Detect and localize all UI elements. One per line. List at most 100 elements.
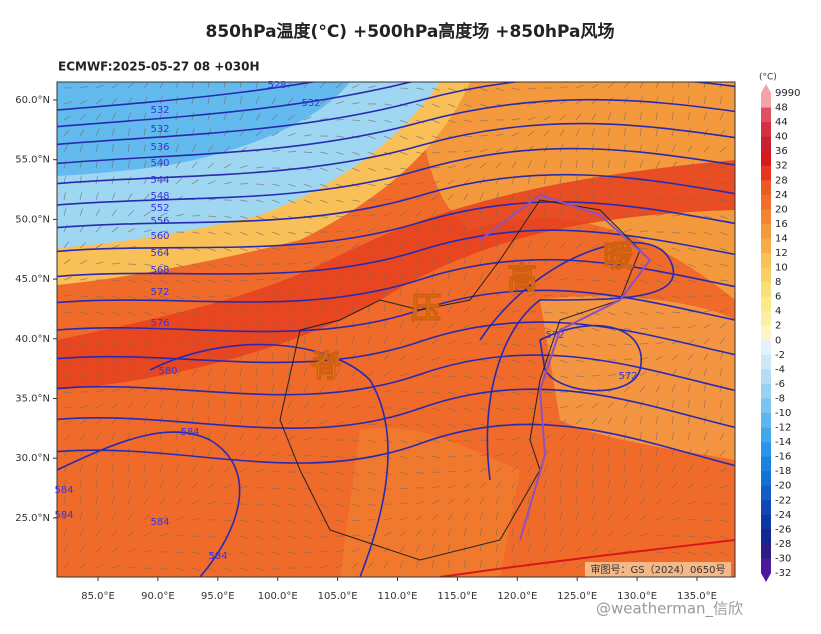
contour-label: 556 xyxy=(150,216,169,227)
lat-label: 55.0°N xyxy=(15,155,50,166)
colorbar-label: 40 xyxy=(775,132,788,143)
colorbar-cell xyxy=(761,340,771,355)
colorbar-label: 12 xyxy=(775,248,788,259)
colorbar-cell xyxy=(761,122,771,137)
colorbar-label: -8 xyxy=(775,393,785,404)
title: 850hPa温度(°C) +500hPa高度场 +850hPa风场 xyxy=(205,21,614,42)
contour-label: 528 xyxy=(267,80,286,91)
contour-label: 576 xyxy=(150,318,169,329)
contour-label: 532 xyxy=(150,124,169,135)
contour-label: 580 xyxy=(158,366,177,377)
colorbar-cell xyxy=(761,166,771,181)
wind-barb xyxy=(416,392,424,393)
contour-label: 532 xyxy=(301,98,320,109)
wind-barb xyxy=(256,279,264,280)
colorbar-cell xyxy=(761,180,771,195)
colorbar-cell xyxy=(761,457,771,472)
wind-barb xyxy=(288,151,296,152)
subtitle: ECMWF:2025-05-27 08 +030H xyxy=(58,60,259,74)
contour-label: 544 xyxy=(150,175,169,186)
contour-label: 572 xyxy=(150,287,169,298)
contour-label: 584 xyxy=(150,517,169,528)
colorbar-label: 8 xyxy=(775,277,781,288)
colorbar-label: 10 xyxy=(775,263,788,274)
colorbar-label: -28 xyxy=(775,539,791,550)
colorbar-label: 2 xyxy=(775,321,781,332)
colorbar-cell xyxy=(761,442,771,457)
colorbar-cell xyxy=(761,544,771,559)
region-annotation: 暖 xyxy=(603,240,634,275)
contour-label: 552 xyxy=(150,203,169,214)
colorbar-label: 6 xyxy=(775,292,781,303)
colorbar-label: -18 xyxy=(775,466,791,477)
colorbar-label: 32 xyxy=(775,161,788,172)
region-annotation: 脊 xyxy=(310,350,342,385)
contour-label: 532 xyxy=(150,105,169,116)
lat-label: 40.0°N xyxy=(15,334,50,345)
wind-barb xyxy=(80,296,88,297)
colorbar-label: 9990 xyxy=(775,88,800,99)
contour-label: 572 xyxy=(545,330,564,341)
lon-label: 130.0°E xyxy=(617,591,657,602)
colorbar-cell xyxy=(761,297,771,312)
colorbar-label: 20 xyxy=(775,204,788,215)
lon-label: 105.0°E xyxy=(318,591,358,602)
colorbar-label: 48 xyxy=(775,103,788,114)
colorbar-label: -22 xyxy=(775,495,791,506)
colorbar-cell xyxy=(761,195,771,210)
colorbar-cell xyxy=(761,486,771,501)
colorbar-label: 24 xyxy=(775,190,788,201)
lon-label: 90.0°E xyxy=(141,591,175,602)
contour-label: 584 xyxy=(54,485,73,496)
colorbar-cell xyxy=(761,500,771,515)
colorbar-cell xyxy=(761,224,771,239)
colorbar-label: 28 xyxy=(775,175,788,186)
colorbar-label: 4 xyxy=(775,306,781,317)
colorbar-label: -4 xyxy=(775,364,785,375)
map-credit: 审图号：GS（2024）0650号 xyxy=(591,563,726,576)
colorbar-cell xyxy=(761,413,771,428)
colorbar-cell xyxy=(761,355,771,370)
contour-label: 572 xyxy=(618,371,637,382)
colorbar-label: -14 xyxy=(775,437,791,448)
colorbar-cell xyxy=(761,369,771,384)
colorbar-cell xyxy=(761,515,771,530)
colorbar-cell xyxy=(761,209,771,224)
colorbar-cell xyxy=(761,151,771,166)
colorbar-cell xyxy=(761,268,771,283)
lat-label: 25.0°N xyxy=(15,513,50,524)
lon-label: 115.0°E xyxy=(437,591,477,602)
wind-barb xyxy=(400,88,408,89)
lon-label: 95.0°E xyxy=(201,591,235,602)
colorbar-cell xyxy=(761,471,771,486)
colorbar-cell xyxy=(761,384,771,399)
colorbar-label: -6 xyxy=(775,379,785,390)
colorbar-unit: (°C) xyxy=(759,73,777,83)
lon-label: 135.0°E xyxy=(677,591,717,602)
colorbar-cell xyxy=(761,326,771,341)
watermark: @weatherman_信欣 xyxy=(596,600,743,619)
wind-barb xyxy=(304,455,312,456)
colorbar-arrow-top xyxy=(761,84,771,93)
colorbar-label: -12 xyxy=(775,423,791,434)
colorbar-cell xyxy=(761,282,771,297)
colorbar-cell xyxy=(761,93,771,108)
contour-label: 584 xyxy=(54,510,73,521)
lon-label: 100.0°E xyxy=(258,591,298,602)
region-annotation: 压 xyxy=(411,292,441,327)
lon-label: 120.0°E xyxy=(497,591,537,602)
colorbar-label: -2 xyxy=(775,350,785,361)
colorbar-cell xyxy=(761,529,771,544)
colorbar-arrow-bottom xyxy=(761,573,771,582)
colorbar-label: 16 xyxy=(775,219,788,230)
lat-label: 50.0°N xyxy=(15,214,50,225)
colorbar-label: 36 xyxy=(775,146,788,157)
colorbar-label: 44 xyxy=(775,117,788,128)
lat-label: 35.0°N xyxy=(15,394,50,405)
colorbar-cell xyxy=(761,253,771,268)
colorbar-label: 0 xyxy=(775,335,781,346)
colorbar-label: 14 xyxy=(775,233,788,244)
contour-label: 548 xyxy=(150,191,169,202)
colorbar-cell xyxy=(761,428,771,443)
